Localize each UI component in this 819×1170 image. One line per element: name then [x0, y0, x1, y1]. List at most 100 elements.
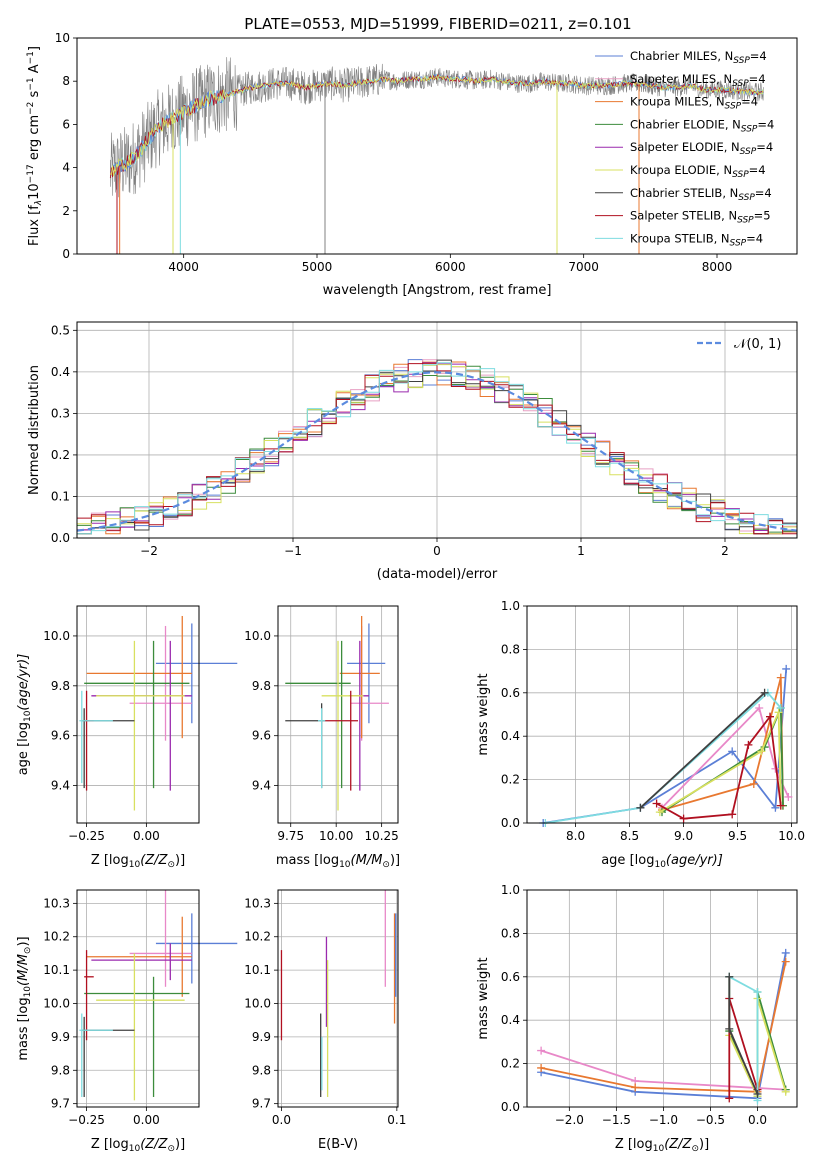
weight-z-ylabel: mass weight: [476, 957, 491, 1039]
weight-age-series: [636, 688, 769, 812]
weight-age-ytick-label: 0.2: [501, 773, 520, 787]
weight-z-marker: [781, 948, 790, 957]
weight-z-marker: [781, 957, 790, 966]
age-z-ytick-label: 9.6: [51, 729, 70, 743]
age-mass-xtick-label: 10.25: [364, 829, 398, 843]
residuals-ytick-label: 0.5: [51, 323, 70, 337]
spectrum-legend-label: Kroupa STELIB, NSSP=4: [630, 231, 763, 248]
residuals-xtick-label: −1: [284, 544, 302, 558]
weight-z-frame: [526, 889, 798, 1108]
residuals-xtick-label: 2: [721, 544, 729, 558]
weight-age-series: [539, 664, 791, 827]
residuals-ytick-label: 0.3: [51, 406, 70, 420]
age-mass-errorbar-point: [350, 625, 389, 741]
residuals-legend-label: 𝒩(0, 1): [734, 337, 781, 352]
mass-z-ytick-label: 9.7: [51, 1097, 70, 1111]
weight-z-marker: [631, 1083, 640, 1092]
weight-age-ytick-label: 0.6: [501, 686, 520, 700]
weight-age-marker: [679, 814, 688, 823]
age-mass-xtick-label: 9.75: [277, 829, 304, 843]
mass-ebv-ytick-label: 10.3: [244, 896, 271, 910]
weight-age-marker: [782, 664, 791, 673]
weight-age-marker: [776, 673, 785, 682]
residuals-xtick-label: −2: [140, 544, 158, 558]
weight-age-xlabel: age [log10(age/yr)]: [601, 853, 723, 870]
age-z-xlabel: Z [log10(Z/Z⊙)]: [91, 853, 185, 870]
age-z-errorbar-point: [79, 690, 113, 784]
weight-age-series: [652, 712, 785, 823]
age-mass-ytick-label: 9.6: [252, 729, 271, 743]
spectrum-model-line: [110, 74, 764, 177]
spectrum-legend-label: Kroupa ELODIE, NSSP=4: [630, 163, 766, 180]
residuals-xtick-label: 1: [577, 544, 585, 558]
age-mass-ytick-label: 9.8: [252, 679, 271, 693]
mass-z-ytick-label: 10.1: [43, 963, 70, 977]
mass-z-ytick-label: 10.2: [43, 930, 70, 944]
weight-age-series: [658, 703, 793, 812]
weight-z-marker: [753, 1089, 762, 1098]
spectrum-legend-label: Chabrier STELIB, NSSP=4: [630, 186, 772, 203]
weight-z-xtick-label: −2.0: [555, 1113, 584, 1127]
weight-z-marker: [537, 1063, 546, 1072]
mass-ebv-ytick-label: 10.0: [244, 997, 271, 1011]
weight-age-marker: [757, 747, 766, 756]
weight-age-marker: [636, 803, 645, 812]
age-mass-errorbar-point: [321, 640, 364, 811]
weight-age-marker: [744, 740, 753, 749]
gaussian-reference-line: [76, 371, 798, 532]
age-z-ytick-label: 9.4: [51, 779, 70, 793]
spectrum-model-line: [109, 73, 764, 179]
spectrum-xtick-label: 4000: [168, 260, 199, 274]
residuals-ylabel: Normed distribution: [27, 365, 42, 495]
weight-age-frame: [526, 605, 798, 824]
weight-age-xtick-label: 9.0: [674, 829, 693, 843]
mass-ebv-ytick-label: 9.9: [252, 1030, 271, 1044]
weight-z-marker: [725, 972, 734, 981]
age-mass-frame: [277, 605, 399, 824]
age-mass-ytick-label: 10.0: [244, 629, 271, 643]
weight-z-ytick-label: 1.0: [501, 883, 520, 897]
weight-z-marker: [725, 1024, 734, 1033]
age-z-ytick-label: 9.8: [51, 679, 70, 693]
weight-age-ytick-label: 1.0: [501, 599, 520, 613]
age-mass-errorbar-point: [319, 690, 358, 791]
weight-age-marker: [774, 708, 783, 717]
weight-age-marker: [655, 808, 664, 817]
weight-age-marker: [728, 747, 737, 756]
spectrum-ylabel: Flux [fλ10−17 erg cm−2 s−1 A−1]: [26, 46, 44, 246]
weight-z-series: [725, 972, 762, 1098]
spectrum-frame: [76, 37, 798, 255]
spectrum-legend-label: Chabrier MILES, NSSP=4: [630, 49, 767, 66]
age-mass-errorbar-point: [285, 703, 326, 789]
spectrum-legend-label: Kroupa MILES, NSSP=4: [630, 95, 758, 112]
age-mass-xtick-label: 10.00: [319, 829, 353, 843]
weight-age-ytick-label: 0.8: [501, 642, 520, 656]
weight-age-marker: [652, 799, 661, 808]
weight-z-marker: [781, 1087, 790, 1096]
age-mass-errorbar-point: [318, 708, 326, 789]
mass-z-xtick-label: −0.25: [68, 1113, 105, 1127]
age-z-ytick-label: 10.0: [43, 629, 70, 643]
weight-z-marker: [537, 1046, 546, 1055]
residual-histogram-line: [77, 365, 797, 533]
age-z-errorbar-point: [84, 640, 190, 789]
mass-z-errorbar-point: [79, 1013, 113, 1097]
mass-z-ytick-label: 10.3: [43, 896, 70, 910]
weight-z-marker: [725, 1094, 734, 1103]
weight-age-xtick-label: 9.5: [728, 829, 747, 843]
spectrum-ytick-label: 6: [62, 117, 70, 131]
weight-z-xtick-label: 0.0: [748, 1113, 767, 1127]
spectrum-xlabel: wavelength [Angstrom, rest frame]: [323, 283, 552, 298]
spectrum-xtick-label: 7000: [568, 260, 599, 274]
age-z-frame: [76, 605, 200, 824]
age-z-errorbar-point: [96, 640, 185, 811]
mass-ebv-ytick-label: 10.1: [244, 963, 271, 977]
weight-z-xlabel: Z [log10(Z/Z⊙)]: [615, 1137, 709, 1154]
weight-age-xtick-label: 8.0: [566, 829, 585, 843]
age-z-xtick-label: −0.25: [68, 829, 105, 843]
figure-title: PLATE=0553, MJD=51999, FIBERID=0211, z=0…: [244, 15, 631, 33]
mass-z-errorbar-point: [84, 950, 94, 1041]
weight-z-ytick-label: 0.8: [501, 926, 520, 940]
